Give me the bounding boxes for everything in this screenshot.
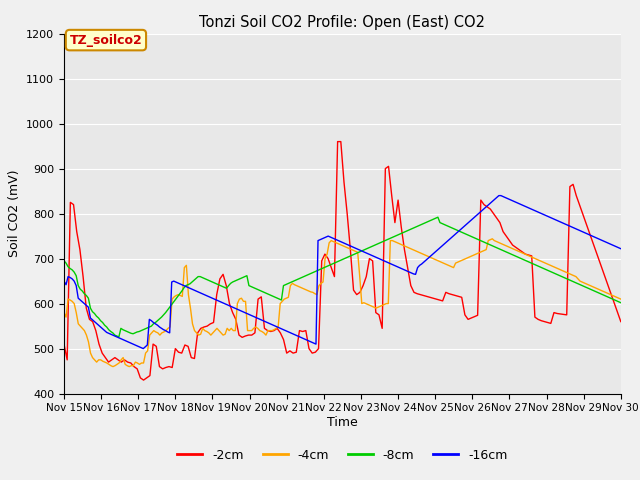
-2cm — [140, 377, 147, 383]
Line: -2cm: -2cm — [64, 142, 621, 380]
Line: -16cm: -16cm — [64, 196, 621, 348]
Title: Tonzi Soil CO2 Profile: Open (East) CO2: Tonzi Soil CO2 Profile: Open (East) CO2 — [200, 15, 485, 30]
Text: TZ_soilco2: TZ_soilco2 — [70, 34, 142, 47]
-4cm — [503, 243, 511, 249]
-16cm — [451, 232, 458, 238]
-16cm — [60, 278, 68, 284]
-8cm — [60, 258, 68, 264]
-2cm — [156, 364, 163, 370]
Line: -4cm: -4cm — [64, 239, 621, 367]
-8cm — [371, 242, 379, 248]
-8cm — [115, 334, 123, 340]
-2cm — [585, 228, 593, 234]
-8cm — [192, 276, 200, 281]
-8cm — [434, 214, 442, 220]
-4cm — [617, 296, 625, 302]
-16cm — [495, 192, 502, 199]
-16cm — [396, 264, 403, 270]
Legend: -2cm, -4cm, -8cm, -16cm: -2cm, -4cm, -8cm, -16cm — [172, 444, 513, 467]
-8cm — [452, 227, 460, 233]
-2cm — [60, 341, 68, 347]
-4cm — [60, 310, 68, 315]
-8cm — [396, 231, 403, 237]
-4cm — [282, 295, 290, 301]
-16cm — [371, 254, 379, 260]
-4cm — [488, 236, 496, 241]
-16cm — [249, 313, 257, 319]
-2cm — [248, 332, 255, 338]
-16cm — [617, 246, 625, 252]
-8cm — [410, 225, 417, 231]
-4cm — [107, 363, 115, 369]
-16cm — [192, 288, 200, 294]
-8cm — [249, 285, 257, 290]
-2cm — [617, 319, 625, 324]
-2cm — [86, 316, 93, 322]
-2cm — [381, 166, 389, 171]
-8cm — [617, 300, 625, 306]
-16cm — [140, 346, 147, 351]
-16cm — [410, 271, 417, 277]
-2cm — [334, 139, 342, 144]
-4cm — [543, 261, 551, 267]
-4cm — [109, 364, 116, 370]
X-axis label: Time: Time — [327, 416, 358, 429]
-4cm — [450, 264, 458, 270]
Line: -8cm: -8cm — [64, 217, 621, 337]
-2cm — [108, 357, 116, 363]
Y-axis label: Soil CO2 (mV): Soil CO2 (mV) — [8, 170, 20, 257]
-4cm — [213, 325, 221, 331]
